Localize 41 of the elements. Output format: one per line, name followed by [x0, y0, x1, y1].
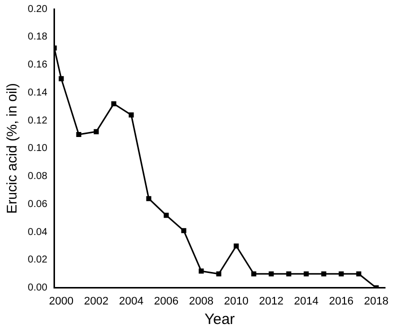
- x-tick-label: 2002: [84, 295, 109, 308]
- x-tick-label: 2006: [154, 295, 178, 308]
- y-tick-label: 0.06: [28, 198, 48, 210]
- point: [94, 129, 99, 134]
- x-tick-label: 2008: [189, 295, 214, 308]
- x-tick-label: 2000: [49, 295, 74, 308]
- x-tick-label: 2012: [259, 295, 284, 308]
- point: [198, 268, 204, 274]
- point: [164, 212, 169, 218]
- point: [338, 271, 344, 276]
- y-tick-label: 0.02: [28, 254, 48, 266]
- y-tick-label: 0.20: [28, 4, 48, 15]
- x-tick-label: 2018: [364, 295, 388, 308]
- point: [76, 132, 82, 137]
- point: [146, 196, 152, 202]
- point: [356, 271, 362, 276]
- point: [111, 101, 116, 106]
- y-tick-label: 0.12: [28, 115, 48, 126]
- point: [234, 243, 239, 248]
- point: [58, 76, 64, 82]
- point: [181, 228, 186, 234]
- point: [128, 112, 134, 118]
- point: [251, 271, 256, 276]
- y-tick-label: 0.10: [28, 143, 48, 154]
- point: [304, 271, 309, 276]
- y-tick-label: 0.04: [28, 226, 48, 238]
- x-tick-label: 2016: [329, 295, 354, 308]
- y-tick-label: 0.16: [28, 60, 48, 71]
- point: [321, 271, 326, 276]
- point: [286, 271, 292, 276]
- y-tick-label: 0.18: [28, 32, 48, 43]
- x-tick-label: 2014: [294, 295, 318, 308]
- y-axis-title: Erucic acid (%, in oil): [3, 83, 20, 214]
- point: [216, 271, 222, 276]
- x-tick-label: 2004: [119, 295, 144, 308]
- x-axis-title: Year: [204, 311, 235, 328]
- point: [268, 271, 274, 276]
- y-tick-label: 0.08: [28, 171, 48, 182]
- y-tick-label: 0.14: [28, 87, 48, 98]
- x-tick-label: 2010: [224, 295, 248, 308]
- y-tick-label: 0.00: [28, 282, 48, 294]
